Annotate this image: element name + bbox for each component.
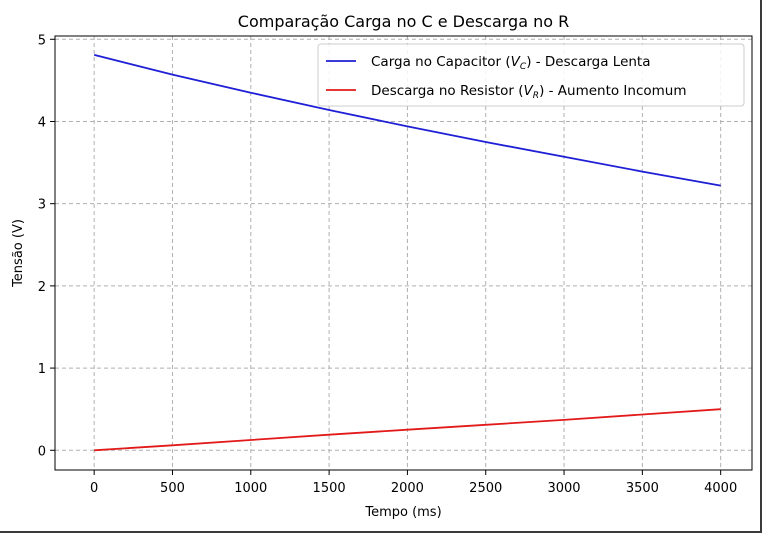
x-tick-label: 1500 [313,481,346,496]
y-tick-label: 2 [38,280,46,295]
y-axis-label: Tensão (V) [11,219,26,288]
x-tick-label: 2000 [391,481,424,496]
x-axis-label: Tempo (ms) [364,505,441,520]
y-tick-label: 5 [38,33,46,48]
x-tick-label: 3500 [626,481,659,496]
y-tick-label: 4 [38,115,46,130]
legend-label-2: Descarga no Resistor (VR) - Aumento Inco… [371,83,687,101]
x-tick-label: 0 [90,481,98,496]
legend-box [317,43,745,107]
x-tick-label: 3000 [547,481,580,496]
series-line-2 [94,408,721,452]
chart-title: Comparação Carga no C e Descarga no R [238,12,569,31]
y-ticks: 0 1 2 3 4 5 [38,33,55,459]
x-tick-label: 2500 [469,481,502,496]
y-tick-label: 0 [38,444,46,459]
grid [55,36,752,470]
x-tick-label: 500 [160,481,185,496]
x-tick-label: 1000 [234,481,267,496]
series-line-1 [93,54,721,187]
series-lines [93,54,721,452]
legend-label-1: Carga no Capacitor (VC) - Descarga Lenta [371,54,651,72]
legend: Carga no Capacitor (VC) - Descarga Lenta… [317,43,745,107]
y-tick-label: 1 [38,362,46,377]
y-tick-label: 3 [38,198,46,213]
x-tick-label: 4000 [704,481,737,496]
x-ticks: 0 500 1000 1500 2000 2500 3000 3500 4000 [90,470,737,496]
plot-area-border [54,35,753,471]
